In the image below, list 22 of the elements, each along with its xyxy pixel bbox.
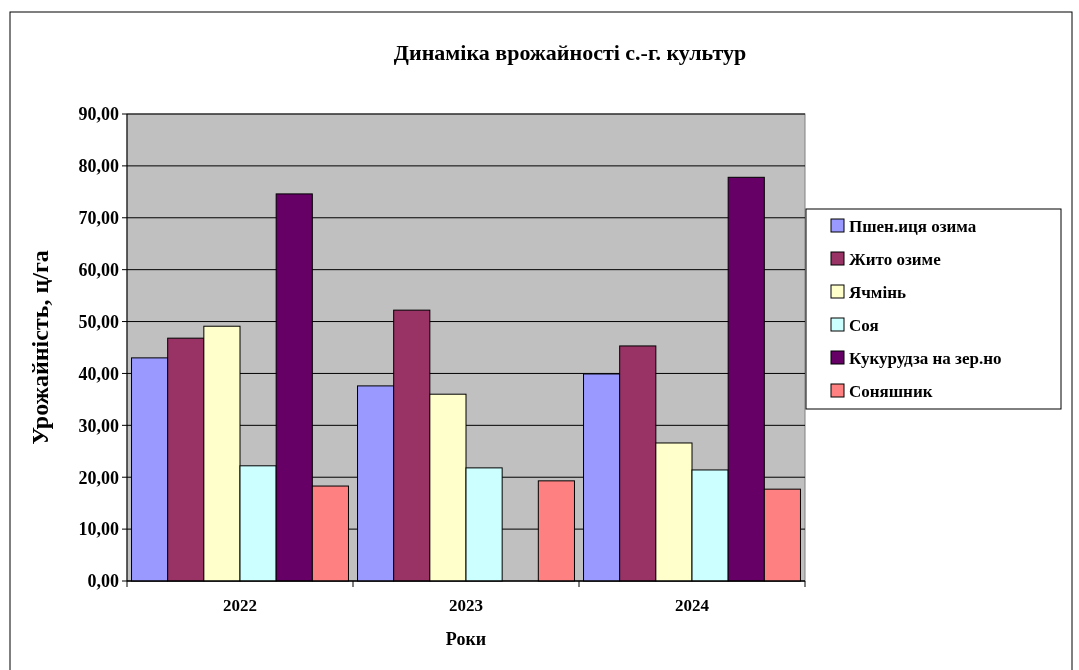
- y-tick-label: 80,00: [78, 156, 119, 177]
- y-tick-label: 40,00: [78, 363, 119, 384]
- y-tick-label: 70,00: [78, 208, 119, 229]
- y-tick-label: 20,00: [78, 467, 119, 488]
- y-tick-label: 10,00: [78, 519, 119, 540]
- chart-title: Динаміка врожайності с.-г. культур: [393, 40, 747, 65]
- y-tick-label: 60,00: [78, 259, 119, 280]
- legend-label: Соняшник: [849, 381, 933, 401]
- legend-label: Соя: [849, 315, 879, 335]
- legend-label: Жито озиме: [849, 249, 942, 269]
- legend-label: Кукурудза на зер.но: [849, 348, 1002, 368]
- x-tick-label: 2023: [449, 596, 483, 615]
- y-tick-label: 90,00: [78, 104, 119, 125]
- y-tick-label: 0,00: [87, 571, 119, 592]
- y-tick-label: 30,00: [78, 415, 119, 436]
- x-axis-title: Роки: [445, 629, 487, 649]
- x-tick-label: 2022: [223, 596, 257, 615]
- legend-label: Ячмінь: [849, 282, 906, 302]
- x-tick-label: 2024: [675, 596, 710, 615]
- y-axis-title: Урожайність, ц/га: [27, 250, 53, 445]
- y-tick-label: 50,00: [78, 311, 119, 332]
- legend-label: Пшен.иця озима: [849, 216, 977, 236]
